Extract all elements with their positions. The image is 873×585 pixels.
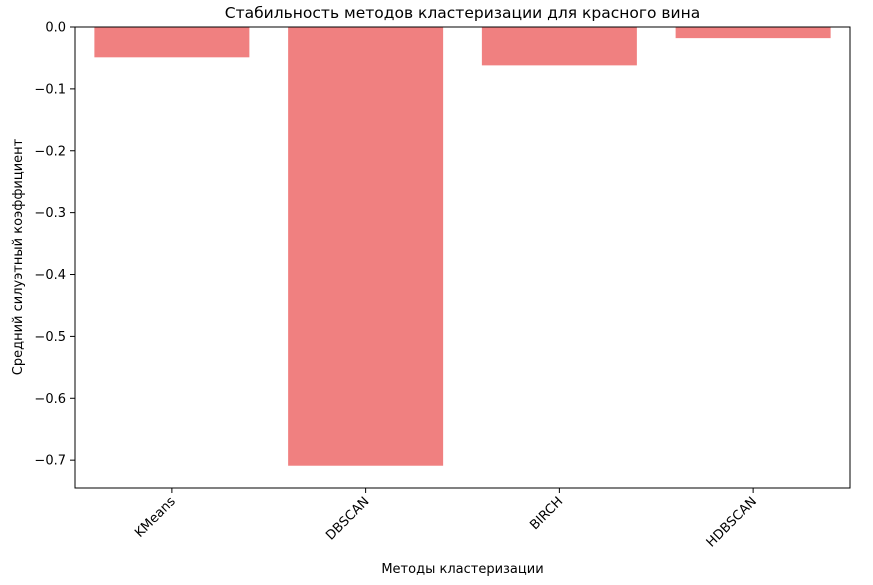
bar-birch: [481, 27, 637, 66]
y-tick-label: −0.1: [34, 82, 66, 97]
y-tick-label: 0.0: [45, 21, 66, 36]
y-tick-label: −0.4: [34, 268, 66, 283]
y-tick-label: −0.6: [34, 392, 66, 407]
x-axis-title: Методы кластеризации: [381, 562, 543, 577]
x-tick-label: BIRCH: [527, 494, 566, 533]
x-tick-label: HDBSCAN: [704, 494, 760, 550]
bar-kmeans: [94, 27, 250, 58]
y-tick-label: −0.3: [34, 206, 66, 221]
y-axis-ticks: 0.0 −0.1 −0.2 −0.3 −0.4 −0.5 −0.6 −0.7: [34, 21, 75, 469]
x-tick-label: KMeans: [132, 494, 179, 541]
bar-hdbscan: [675, 27, 831, 39]
bar-dbscan: [288, 27, 444, 466]
chart-title: Стабильность методов кластеризации для к…: [225, 4, 701, 22]
x-axis-ticks: KMeans DBSCAN BIRCH HDBSCAN: [132, 488, 760, 550]
bars: [94, 27, 831, 466]
x-tick-label: DBSCAN: [323, 494, 372, 543]
plot-frame: [74, 26, 851, 489]
y-tick-label: −0.5: [34, 330, 66, 345]
y-axis-title: Средний силуэтный коэффициент: [11, 138, 26, 375]
y-tick-label: −0.2: [34, 144, 66, 159]
y-tick-label: −0.7: [34, 454, 66, 469]
